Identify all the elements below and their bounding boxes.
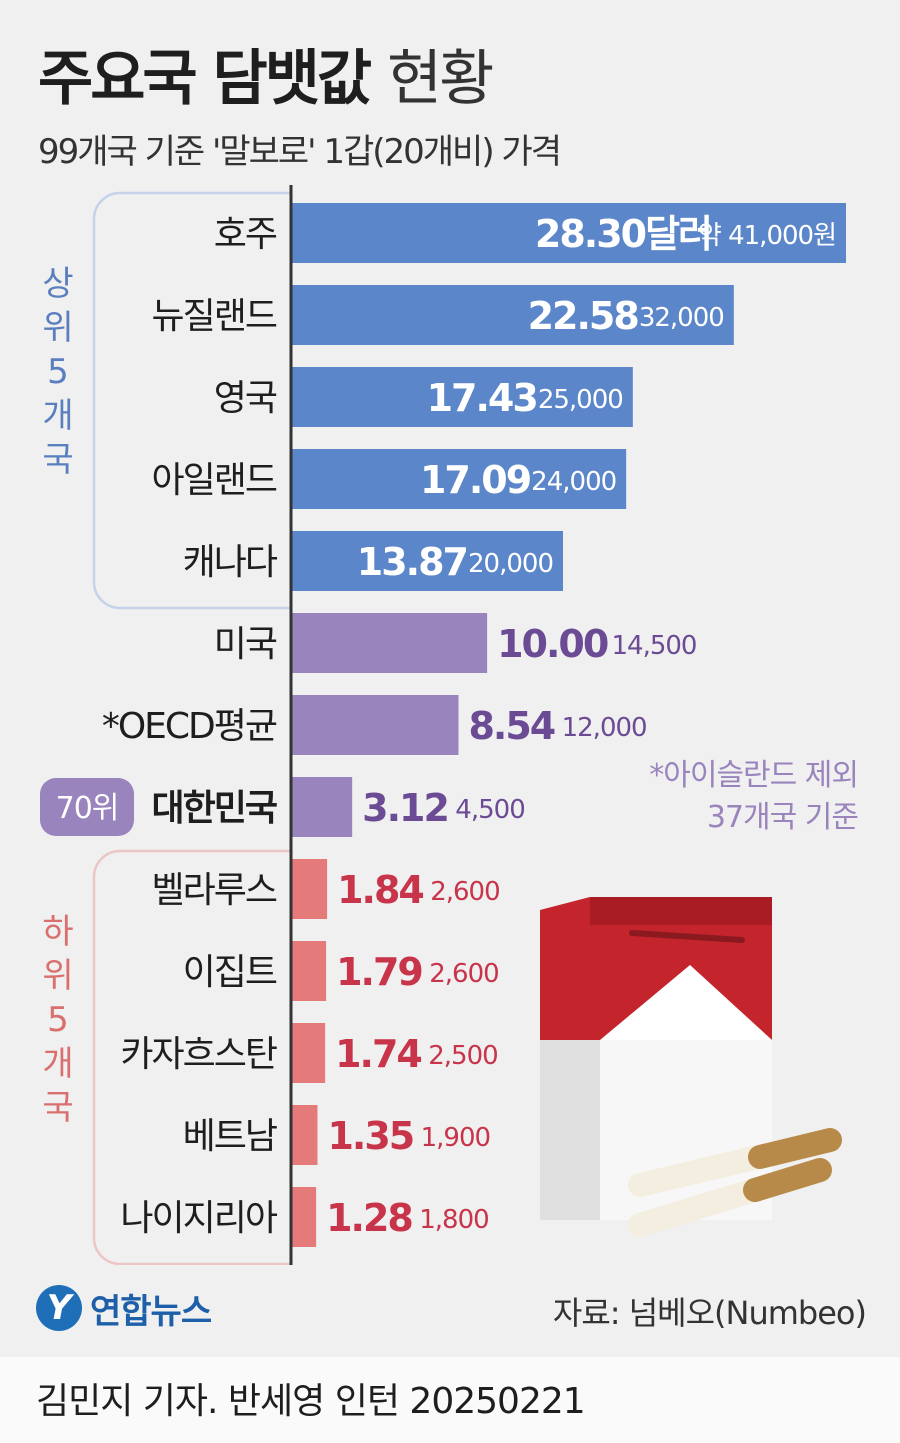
won-label: 1,900 xyxy=(421,1123,490,1153)
footnote-line: *아이슬란드 제외 xyxy=(649,758,858,793)
cigarette-2-filter xyxy=(743,1158,832,1202)
bar xyxy=(291,1187,317,1247)
bar xyxy=(291,859,328,919)
cigarette-pack-tear-strip xyxy=(629,930,745,943)
bar xyxy=(291,449,627,509)
bar xyxy=(291,531,564,591)
value-label: 22.58 xyxy=(528,294,639,338)
category-label: 베트남 xyxy=(183,1116,277,1157)
category-label: 벨라루스 xyxy=(152,870,277,911)
category-label: 나이지리아 xyxy=(120,1198,277,1239)
bar xyxy=(291,367,633,427)
value-label: 1.28 xyxy=(326,1196,412,1240)
value-label: 10.00 xyxy=(497,622,608,666)
source-note: 자료: 넘베오(Numbeo) xyxy=(552,1294,867,1332)
value-label: 1.35 xyxy=(327,1114,413,1158)
bottom-group-label-char: 개 xyxy=(42,1044,73,1084)
won-label: 2,600 xyxy=(429,959,498,989)
page-title: 주요국 담뱃값 현황 xyxy=(38,30,494,117)
logo-mark-icon: Y xyxy=(36,1285,82,1331)
category-label: 카자흐스탄 xyxy=(120,1034,276,1075)
won-label: 25,000 xyxy=(538,385,623,415)
top-group-label-char: 국 xyxy=(42,440,73,480)
won-label: 2,600 xyxy=(430,877,499,907)
won-label: 4,500 xyxy=(455,795,524,825)
rank-badge-text: 70위 xyxy=(56,791,119,826)
top-group-label-char: 5 xyxy=(47,352,69,392)
bottom-group-label-char: 국 xyxy=(42,1088,73,1128)
won-label: 12,000 xyxy=(562,713,647,743)
category-label: 영국 xyxy=(214,378,277,419)
won-label: 약 41,000원 xyxy=(698,221,836,251)
value-label: 1.84 xyxy=(337,868,423,912)
value-label: 13.87 xyxy=(357,540,467,584)
bar xyxy=(291,777,353,837)
won-label: 24,000 xyxy=(531,467,616,497)
value-label: 1.74 xyxy=(335,1032,421,1076)
won-label: 2,500 xyxy=(428,1041,497,1071)
cigarette-pack-side xyxy=(540,1040,600,1220)
top-group-label-char: 개 xyxy=(42,396,73,436)
bar xyxy=(291,203,846,263)
logo: Y 연합뉴스 xyxy=(36,1280,212,1336)
bar xyxy=(291,1105,318,1165)
value-label: 17.43 xyxy=(427,376,537,420)
credit-line: 김민지 기자. 반세영 인턴 20250221 xyxy=(36,1381,586,1422)
bottom-group-label-char: 위 xyxy=(42,956,73,996)
title-light: 현황 xyxy=(386,44,494,114)
category-label: 미국 xyxy=(214,624,277,665)
bottom-group-label-char: 하 xyxy=(42,912,73,952)
category-label: *OECD평균 xyxy=(102,706,277,747)
category-label: 호주 xyxy=(214,214,277,255)
value-label: 17.09 xyxy=(420,458,531,502)
value-label: 3.12 xyxy=(362,786,448,830)
bottom-group-label-char: 5 xyxy=(47,1000,69,1040)
cigarette-1-filter xyxy=(748,1128,842,1169)
top-group-label-char: 상 xyxy=(42,264,73,304)
top-group-label-char: 위 xyxy=(42,308,73,348)
value-label: 28.30달러 xyxy=(535,212,711,256)
won-label: 1,800 xyxy=(419,1205,488,1235)
cigarette-pack-chevron xyxy=(600,965,772,1040)
footer-bar xyxy=(0,1357,900,1443)
won-label: 14,500 xyxy=(612,631,697,661)
bar xyxy=(291,613,488,673)
title-bold: 주요국 담뱃값 xyxy=(38,44,372,114)
rank-badge xyxy=(40,778,134,836)
category-label: 뉴질랜드 xyxy=(152,296,277,337)
page-subtitle: 99개국 기준 '말보로' 1갑(20개비) 가격 xyxy=(38,132,562,172)
won-label: 32,000 xyxy=(639,303,724,333)
won-label: 20,000 xyxy=(468,549,553,579)
bar xyxy=(291,285,734,345)
bar xyxy=(291,941,327,1001)
value-label: 8.54 xyxy=(468,704,554,748)
cigarette-pack-lid xyxy=(590,897,772,925)
bar xyxy=(291,1023,326,1083)
category-label: 이집트 xyxy=(183,952,277,993)
logo-text: 연합뉴스 xyxy=(90,1291,212,1332)
category-label: 아일랜드 xyxy=(152,460,277,501)
category-label: 캐나다 xyxy=(183,542,278,583)
category-label: 대한민국 xyxy=(152,788,277,829)
value-label: 1.79 xyxy=(336,950,422,994)
footnote-line: 37개국 기준 xyxy=(707,800,859,835)
bar xyxy=(291,695,459,755)
